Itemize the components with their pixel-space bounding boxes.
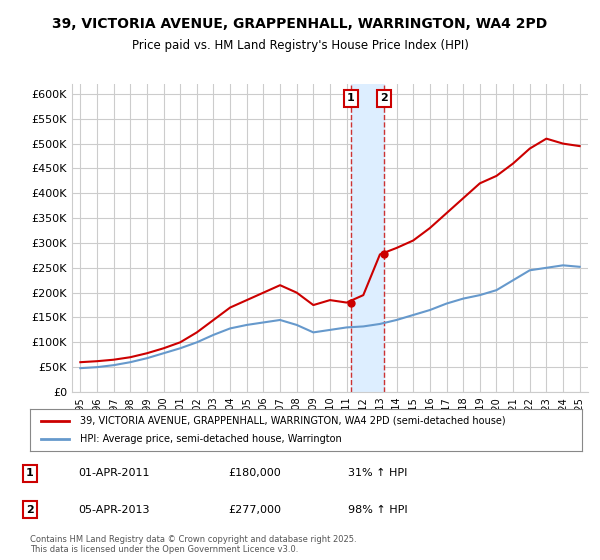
Text: 98% ↑ HPI: 98% ↑ HPI xyxy=(348,505,407,515)
Text: Price paid vs. HM Land Registry's House Price Index (HPI): Price paid vs. HM Land Registry's House … xyxy=(131,39,469,52)
Text: 2: 2 xyxy=(26,505,34,515)
Text: Contains HM Land Registry data © Crown copyright and database right 2025.
This d: Contains HM Land Registry data © Crown c… xyxy=(30,535,356,554)
Text: £277,000: £277,000 xyxy=(228,505,281,515)
Text: £180,000: £180,000 xyxy=(228,468,281,478)
Text: 1: 1 xyxy=(26,468,34,478)
Text: 39, VICTORIA AVENUE, GRAPPENHALL, WARRINGTON, WA4 2PD (semi-detached house): 39, VICTORIA AVENUE, GRAPPENHALL, WARRIN… xyxy=(80,416,505,426)
Text: 05-APR-2013: 05-APR-2013 xyxy=(78,505,149,515)
Text: 39, VICTORIA AVENUE, GRAPPENHALL, WARRINGTON, WA4 2PD: 39, VICTORIA AVENUE, GRAPPENHALL, WARRIN… xyxy=(52,17,548,31)
Text: 01-APR-2011: 01-APR-2011 xyxy=(78,468,149,478)
Text: HPI: Average price, semi-detached house, Warrington: HPI: Average price, semi-detached house,… xyxy=(80,434,341,444)
Text: 1: 1 xyxy=(347,93,355,103)
Text: 31% ↑ HPI: 31% ↑ HPI xyxy=(348,468,407,478)
Text: 2: 2 xyxy=(380,93,388,103)
Bar xyxy=(351,84,384,392)
